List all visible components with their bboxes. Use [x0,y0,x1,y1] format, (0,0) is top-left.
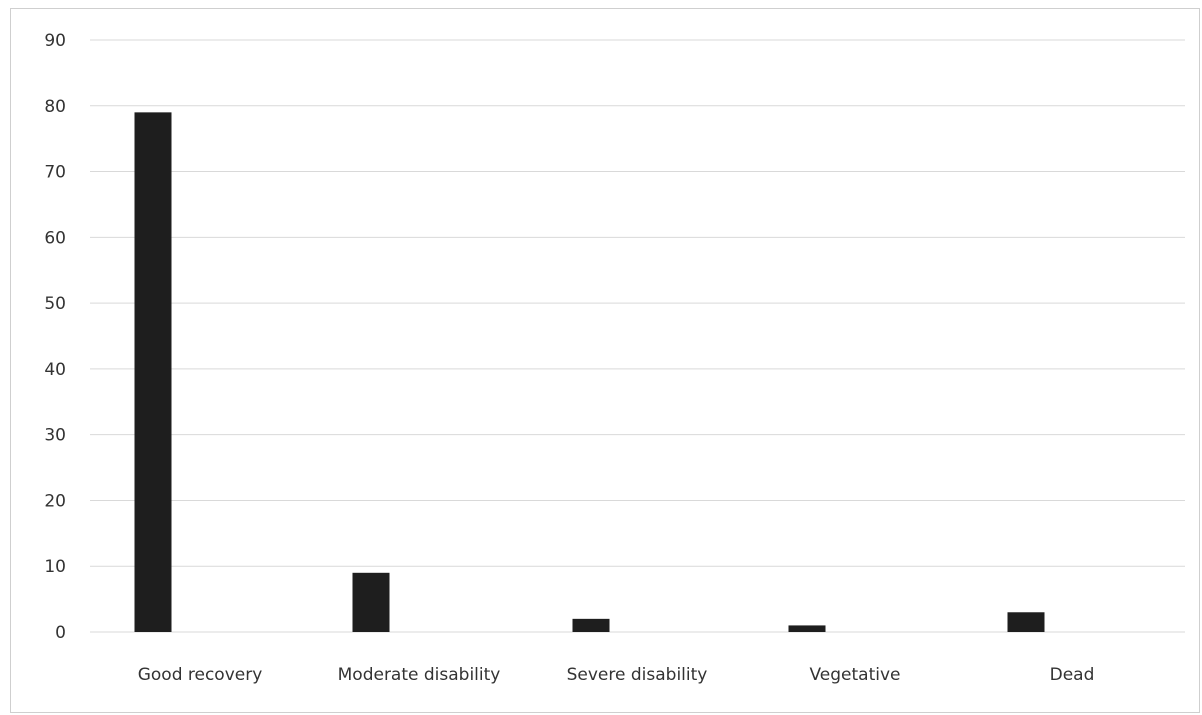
y-tick-label: 90 [44,31,66,51]
bar-good-recovery [134,112,172,633]
bar-dead [1007,612,1045,632]
y-tick-label: 80 [44,97,66,117]
chart-frame [10,8,1200,713]
bar-vegetative [788,625,826,632]
y-tick-label: 20 [44,491,66,511]
y-tick-label: 70 [44,163,66,183]
x-category-label: Good recovery [138,665,263,685]
y-axis-tick-labels: 0 10 20 30 40 50 60 70 80 90 [44,31,66,643]
y-tick-label: 0 [55,623,66,643]
bar-severe-disability [572,618,610,632]
x-category-label: Vegetative [809,665,900,685]
y-tick-label: 60 [44,228,66,248]
x-category-label: Moderate disability [338,665,501,685]
x-axis-category-labels: Good recovery Moderate disability Severe d… [138,665,1095,685]
gridlines [90,39,1185,633]
y-tick-label: 50 [44,294,66,314]
y-tick-label: 40 [44,360,66,380]
bars [134,112,1045,633]
bar-moderate-disability [352,572,390,632]
y-tick-label: 30 [44,426,66,446]
x-category-label: Dead [1050,665,1095,685]
y-tick-label: 10 [44,557,66,577]
x-category-label: Severe disability [567,665,708,685]
